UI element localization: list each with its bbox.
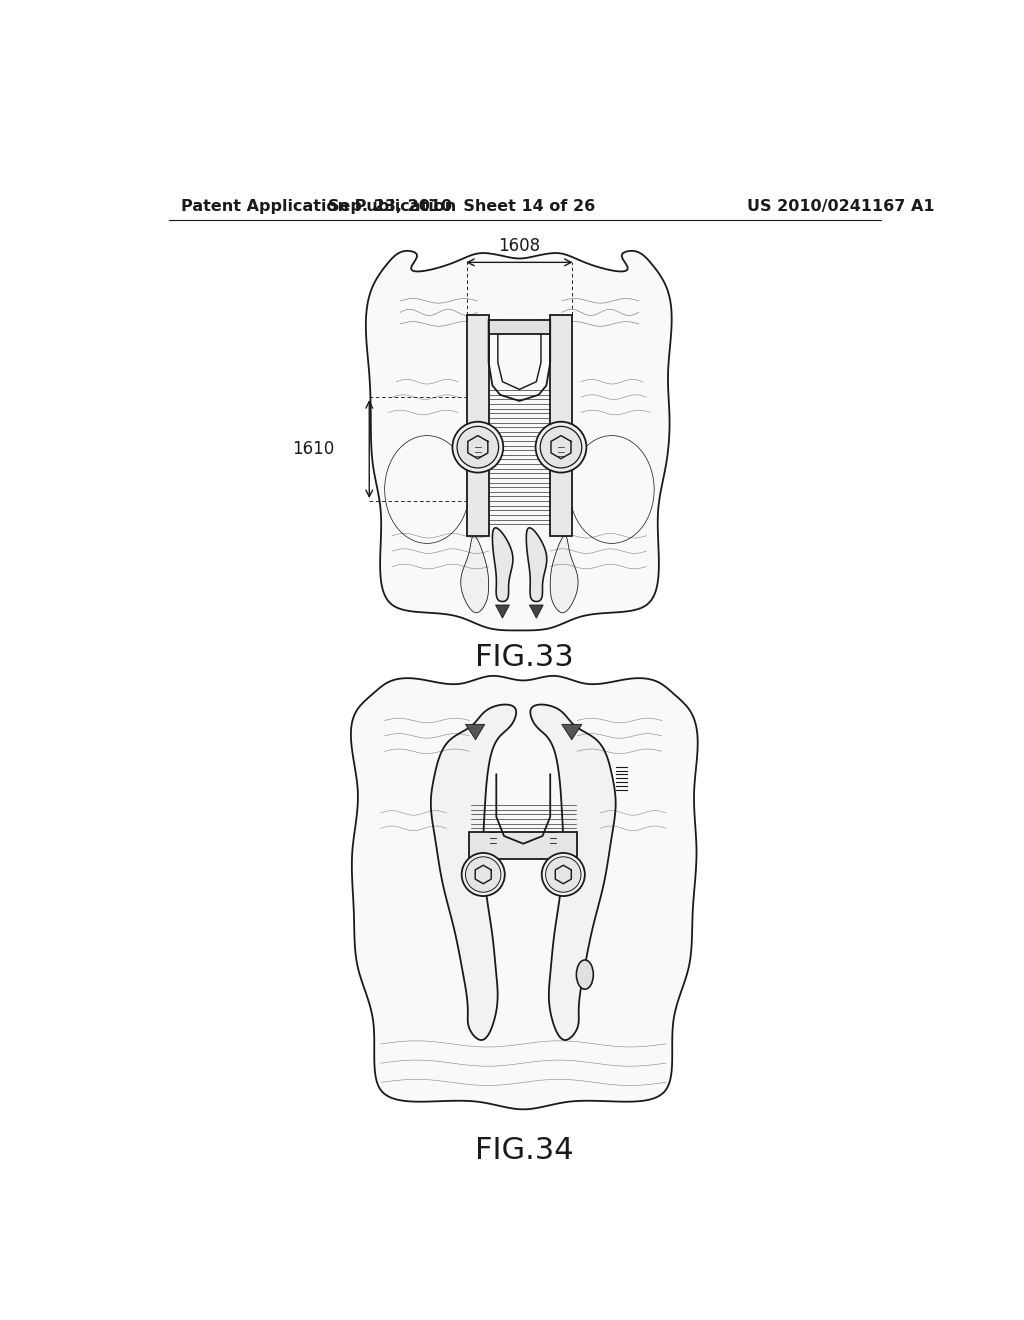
Bar — [488, 321, 550, 334]
Circle shape — [462, 853, 505, 896]
Polygon shape — [351, 676, 697, 1109]
Circle shape — [457, 426, 499, 469]
Bar — [467, 314, 488, 536]
Bar — [550, 314, 571, 536]
Text: FIG.33: FIG.33 — [475, 643, 574, 672]
Circle shape — [542, 853, 585, 896]
Circle shape — [541, 426, 582, 469]
Polygon shape — [529, 605, 544, 618]
Text: 1608: 1608 — [499, 236, 541, 255]
Bar — [469, 832, 578, 859]
Polygon shape — [431, 705, 516, 1040]
Polygon shape — [530, 705, 615, 1040]
Polygon shape — [496, 605, 509, 618]
Polygon shape — [526, 528, 547, 602]
Circle shape — [466, 857, 501, 892]
Polygon shape — [461, 536, 488, 612]
Polygon shape — [493, 528, 513, 602]
Text: 1610: 1610 — [293, 440, 335, 458]
Ellipse shape — [577, 960, 593, 989]
Polygon shape — [466, 725, 484, 739]
Polygon shape — [366, 251, 672, 631]
Circle shape — [546, 857, 581, 892]
Text: FIG.34: FIG.34 — [475, 1135, 574, 1164]
Text: US 2010/0241167 A1: US 2010/0241167 A1 — [746, 198, 934, 214]
Polygon shape — [562, 725, 582, 739]
Text: Sep. 23, 2010  Sheet 14 of 26: Sep. 23, 2010 Sheet 14 of 26 — [328, 198, 595, 214]
Circle shape — [453, 422, 503, 473]
Text: Patent Application Publication: Patent Application Publication — [180, 198, 456, 214]
Polygon shape — [550, 536, 579, 612]
Circle shape — [536, 422, 587, 473]
